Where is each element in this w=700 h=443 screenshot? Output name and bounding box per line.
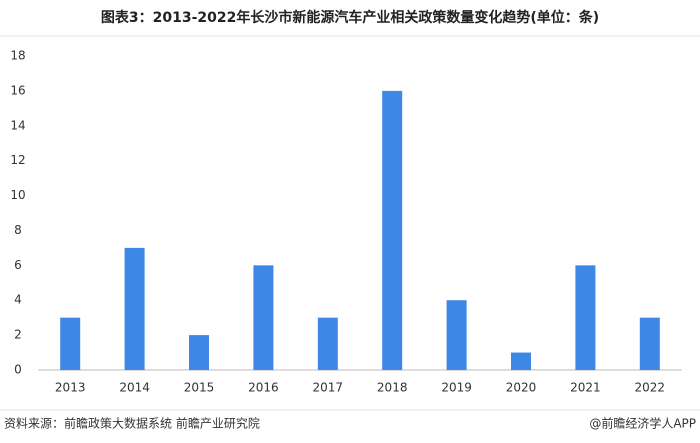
x-tick-label: 2013 xyxy=(55,381,86,395)
x-tick-label: 2021 xyxy=(570,381,601,395)
x-tick-label: 2017 xyxy=(313,381,344,395)
bar xyxy=(511,352,531,370)
y-tick-label: 2 xyxy=(14,328,22,342)
x-tick-label: 2014 xyxy=(119,381,150,395)
y-tick-label: 14 xyxy=(10,118,25,132)
x-tick-label: 2018 xyxy=(377,381,408,395)
y-tick-label: 0 xyxy=(14,363,22,377)
bar xyxy=(382,90,403,370)
x-tick-label: 2015 xyxy=(184,381,215,395)
bar xyxy=(446,300,467,370)
x-tick-label: 2019 xyxy=(441,381,472,395)
y-tick-label: 6 xyxy=(14,258,22,272)
y-tick-label: 8 xyxy=(14,223,22,237)
y-tick-label: 18 xyxy=(10,49,25,63)
bar xyxy=(639,317,660,370)
chart-title: 图表3：2013-2022年长沙市新能源汽车产业相关政策数量变化趋势(单位：条) xyxy=(101,9,599,26)
bar xyxy=(575,265,596,370)
y-tick-label: 10 xyxy=(10,188,25,202)
x-tick-label: 2016 xyxy=(248,381,279,395)
bar xyxy=(189,335,209,370)
credit: @前瞻经济学人APP xyxy=(589,416,696,431)
bar xyxy=(60,317,81,370)
bar xyxy=(253,265,274,370)
source-note: 资料来源：前瞻政策大数据系统 前瞻产业研究院 xyxy=(4,416,260,431)
y-tick-label: 12 xyxy=(10,153,25,167)
bar xyxy=(124,247,145,370)
y-tick-label: 4 xyxy=(14,293,22,307)
x-tick-label: 2022 xyxy=(635,381,666,395)
x-tick-label: 2020 xyxy=(506,381,537,395)
bar xyxy=(317,317,338,370)
y-tick-label: 16 xyxy=(10,83,25,97)
